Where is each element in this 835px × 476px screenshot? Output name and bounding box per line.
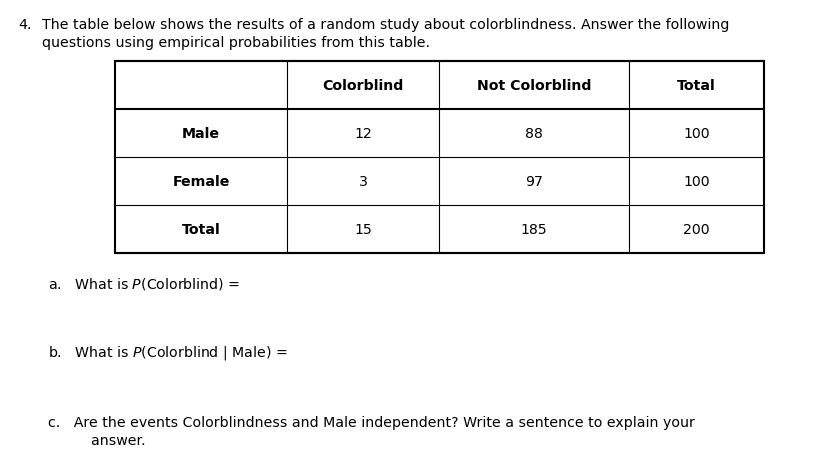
Bar (115, 62, 764, 253)
Text: 185: 185 (521, 223, 548, 237)
Text: Female: Female (172, 175, 230, 188)
Text: 12: 12 (354, 127, 372, 141)
Text: Total: Total (182, 223, 220, 237)
Text: The table below shows the results of a random study about colorblindness. Answer: The table below shows the results of a r… (42, 18, 730, 32)
Text: 97: 97 (525, 175, 543, 188)
Text: 100: 100 (683, 127, 710, 141)
Text: questions using empirical probabilities from this table.: questions using empirical probabilities … (42, 36, 430, 50)
Text: b.   What is $P$(Colorblind | Male) =: b. What is $P$(Colorblind | Male) = (48, 343, 287, 361)
Text: Total: Total (677, 79, 716, 93)
Text: 88: 88 (525, 127, 543, 141)
Text: 4.: 4. (18, 18, 32, 32)
Text: a.   What is $P$(Colorblind) =: a. What is $P$(Colorblind) = (48, 276, 240, 291)
Text: 200: 200 (683, 223, 710, 237)
Text: 100: 100 (683, 175, 710, 188)
Text: Male: Male (182, 127, 220, 141)
Text: answer.: answer. (64, 433, 145, 447)
Text: c.   Are the events Colorblindness and Male independent? Write a sentence to exp: c. Are the events Colorblindness and Mal… (48, 415, 695, 429)
Text: Not Colorblind: Not Colorblind (477, 79, 591, 93)
Text: 15: 15 (354, 223, 372, 237)
Text: Colorblind: Colorblind (322, 79, 403, 93)
Text: 3: 3 (358, 175, 367, 188)
